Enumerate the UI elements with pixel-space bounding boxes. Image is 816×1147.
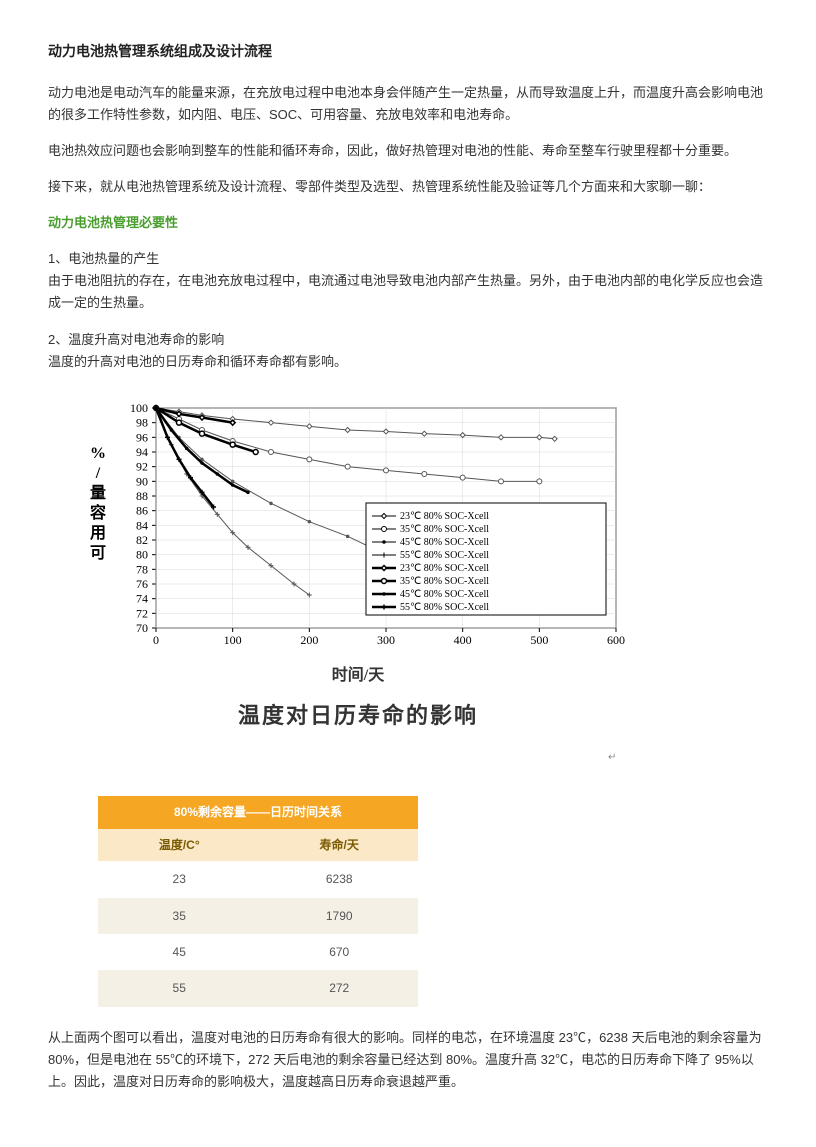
svg-text:600: 600 <box>607 633 625 647</box>
table-header: 80%剩余容量——日历时间关系 <box>98 796 418 828</box>
paragraph-conclusion: 从上面两个图可以看出，温度对电池的日历寿命有很大的影响。同样的电芯，在环境温度 … <box>48 1027 768 1093</box>
svg-text:70: 70 <box>136 621 148 635</box>
svg-text:45℃ 80% SOC-Xcell: 45℃ 80% SOC-Xcell <box>400 589 489 600</box>
svg-text:23℃ 80% SOC-Xcell: 23℃ 80% SOC-Xcell <box>400 563 489 574</box>
svg-text:82: 82 <box>136 533 148 547</box>
svg-text:35℃ 80% SOC-Xcell: 35℃ 80% SOC-Xcell <box>400 576 489 587</box>
svg-text:78: 78 <box>136 562 148 576</box>
svg-text:0: 0 <box>153 633 159 647</box>
svg-text:55℃ 80% SOC-Xcell: 55℃ 80% SOC-Xcell <box>400 602 489 613</box>
table-subheader-row: 温度/C° 寿命/天 <box>98 829 418 861</box>
cell-life: 6238 <box>260 861 418 897</box>
svg-text:200: 200 <box>300 633 318 647</box>
svg-text:96: 96 <box>136 430 148 444</box>
svg-text:23℃ 80% SOC-Xcell: 23℃ 80% SOC-Xcell <box>400 511 489 522</box>
svg-text:55℃ 80% SOC-Xcell: 55℃ 80% SOC-Xcell <box>400 550 489 561</box>
svg-text:86: 86 <box>136 503 148 517</box>
svg-text:90: 90 <box>136 474 148 488</box>
svg-text:400: 400 <box>454 633 472 647</box>
sec1-body: 由于电池阻抗的存在，在电池充放电过程中，电流通过电池导致电池内部产生热量。另外，… <box>48 270 768 314</box>
svg-text:45℃ 80% SOC-Xcell: 45℃ 80% SOC-Xcell <box>400 537 489 548</box>
svg-text:76: 76 <box>136 577 148 591</box>
sec1-heading: 1、电池热量的产生 <box>48 248 768 270</box>
paragraph-2: 电池热效应问题也会影响到整车的性能和循环寿命，因此，做好热管理对电池的性能、寿命… <box>48 140 768 162</box>
svg-text:可: 可 <box>90 545 106 562</box>
svg-text:98: 98 <box>136 415 148 429</box>
svg-text:/: / <box>95 465 101 482</box>
page-title: 动力电池热管理系统组成及设计流程 <box>48 40 768 64</box>
svg-text:88: 88 <box>136 489 148 503</box>
table-row: 55 272 <box>98 970 418 1006</box>
svg-text:用: 用 <box>90 524 106 542</box>
cell-life: 670 <box>260 934 418 970</box>
chart-title: 温度对日历寿命的影响 <box>78 697 638 734</box>
cell-temp: 55 <box>98 970 260 1006</box>
table-header-row: 80%剩余容量——日历时间关系 <box>98 796 418 828</box>
chart-svg: 7072747678808284868890929496981000100200… <box>78 398 638 658</box>
table-row: 45 670 <box>98 934 418 970</box>
paragraph-1: 动力电池是电动汽车的能量来源，在充放电过程中电池本身会伴随产生一定热量，从而导致… <box>48 82 768 126</box>
svg-text:92: 92 <box>136 459 148 473</box>
table-col-life: 寿命/天 <box>260 829 418 861</box>
svg-text:容: 容 <box>89 503 106 522</box>
sec2-heading: 2、温度升高对电池寿命的影响 <box>48 329 768 351</box>
svg-text:100: 100 <box>130 401 148 415</box>
svg-text:94: 94 <box>136 445 148 459</box>
svg-text:35℃ 80% SOC-Xcell: 35℃ 80% SOC-Xcell <box>400 524 489 535</box>
svg-text:72: 72 <box>136 606 148 620</box>
calendar-life-chart: 7072747678808284868890929496981000100200… <box>78 398 638 735</box>
cell-life: 272 <box>260 970 418 1006</box>
svg-text:%: % <box>90 445 106 462</box>
svg-text:500: 500 <box>530 633 548 647</box>
cell-life: 1790 <box>260 898 418 934</box>
calendar-life-table: 80%剩余容量——日历时间关系 温度/C° 寿命/天 23 6238 35 17… <box>98 796 418 1006</box>
svg-text:80: 80 <box>136 547 148 561</box>
svg-text:74: 74 <box>136 591 148 605</box>
svg-text:100: 100 <box>224 633 242 647</box>
table-row: 35 1790 <box>98 898 418 934</box>
section-heading-necessity: 动力电池热管理必要性 <box>48 212 768 234</box>
svg-text:84: 84 <box>136 518 148 532</box>
cell-temp: 23 <box>98 861 260 897</box>
paragraph-3: 接下来，就从电池热管理系统及设计流程、零部件类型及选型、热管理系统性能及验证等几… <box>48 176 768 198</box>
table-col-temp: 温度/C° <box>98 829 260 861</box>
svg-text:量: 量 <box>90 484 106 502</box>
table-row: 23 6238 <box>98 861 418 897</box>
chart-xlabel: 时间/天 <box>78 662 638 689</box>
svg-text:300: 300 <box>377 633 395 647</box>
sec2-body: 温度的升高对电池的日历寿命和循环寿命都有影响。 <box>48 351 768 373</box>
cell-temp: 45 <box>98 934 260 970</box>
cell-temp: 35 <box>98 898 260 934</box>
paragraph-mark-icon: ↵ <box>608 749 616 766</box>
